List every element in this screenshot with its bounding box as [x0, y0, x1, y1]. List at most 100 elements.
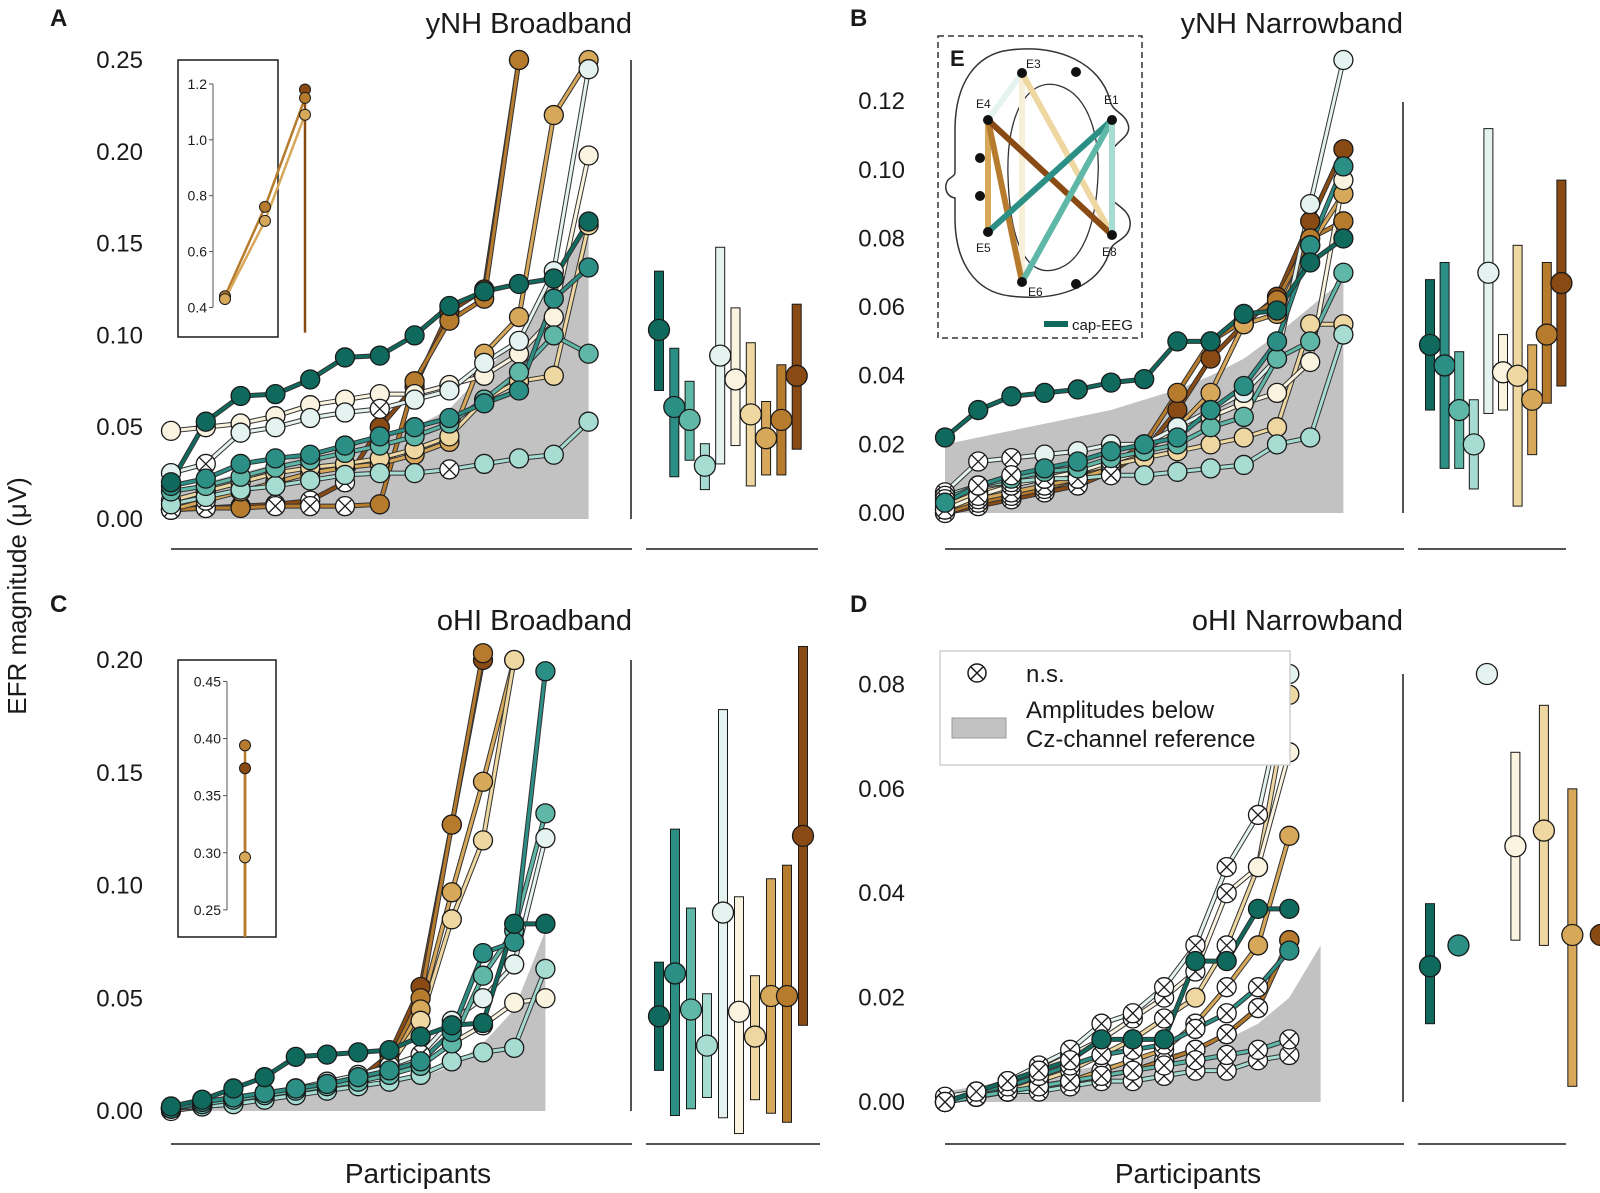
- data-point: [369, 494, 390, 515]
- data-point: [285, 1078, 306, 1099]
- data-point: [1200, 417, 1221, 438]
- ns-cross: [1125, 1006, 1140, 1021]
- chart-panels: 0.00 0.05 0.10 0.15 0.20 0.25 0.4 0.6 0.8 1.0 1.2 0…: [96, 47, 1600, 1145]
- data-point: [1279, 898, 1300, 920]
- summary-mean-point: [754, 427, 778, 450]
- summary-mean-point: [1589, 923, 1600, 947]
- summary-mean-point: [1418, 333, 1442, 356]
- legend-ns-label: n.s.: [1026, 661, 1065, 688]
- data-point: [1333, 139, 1354, 160]
- data-point: [1300, 252, 1321, 273]
- y-tick-label: 0.08: [858, 225, 905, 252]
- data-point: [508, 330, 530, 352]
- data-point: [1333, 49, 1354, 71]
- electrode-label: E8: [1102, 245, 1117, 259]
- montage-line: [985, 71, 1025, 122]
- summary-mean-point: [1504, 835, 1527, 858]
- data-point: [1167, 461, 1188, 482]
- panel-letter: B: [850, 5, 867, 32]
- summary-mean-point: [1433, 354, 1456, 377]
- ns-cross: [1251, 807, 1265, 822]
- data-point: [300, 444, 321, 465]
- data-point: [472, 943, 494, 964]
- data-point: [508, 380, 530, 401]
- panel-title: oHI Broadband: [437, 605, 632, 637]
- data-point: [230, 385, 251, 407]
- summary-mean-point: [678, 408, 701, 432]
- data-point: [369, 462, 390, 484]
- summary-mean-point: [770, 408, 793, 432]
- electrode: [983, 115, 993, 125]
- data-point: [1300, 351, 1321, 373]
- summary-mean-point: [724, 368, 747, 391]
- data-point: [934, 492, 956, 513]
- data-point: [300, 470, 321, 491]
- summary-mean-point: [1418, 955, 1442, 978]
- legend-shade-swatch: [951, 717, 1007, 739]
- ns-cross: [1219, 1048, 1234, 1062]
- data-point: [1167, 427, 1188, 448]
- ns-cross: [1157, 1058, 1172, 1073]
- data-point: [1034, 382, 1055, 404]
- electrode: [1071, 67, 1081, 77]
- data-point: [285, 1046, 306, 1068]
- y-tick-label: 0.02: [858, 431, 905, 458]
- ns-cross: [1094, 1068, 1109, 1083]
- summary-mean-point: [1521, 388, 1544, 411]
- data-point: [472, 771, 494, 792]
- data-point: [1333, 324, 1354, 345]
- data-point: [1153, 1029, 1175, 1050]
- data-point: [439, 407, 460, 429]
- data-point: [1300, 314, 1321, 335]
- data-point: [1247, 935, 1269, 956]
- data-point: [223, 1078, 244, 1099]
- data-point: [334, 347, 356, 368]
- data-point: [474, 453, 495, 475]
- summary-mean-point: [1448, 398, 1471, 422]
- ns-cross: [1125, 1063, 1140, 1078]
- ns-cross: [1251, 1042, 1265, 1057]
- y-tick-label: 0.06: [858, 294, 905, 321]
- inset-label: E: [950, 46, 965, 71]
- data-point: [504, 1037, 525, 1059]
- data-point: [535, 803, 556, 824]
- data-point: [300, 407, 321, 429]
- summary-mean-point: [647, 1005, 671, 1028]
- summary-mean-point: [1447, 934, 1470, 957]
- ns-cross: [1000, 1074, 1015, 1089]
- ns-cross: [1004, 451, 1019, 466]
- data-point: [472, 643, 494, 664]
- data-point: [543, 306, 564, 328]
- data-point: [1266, 331, 1288, 352]
- ns-cross: [338, 499, 352, 514]
- data-point: [578, 145, 599, 166]
- y-tick-label: 0.08: [858, 671, 905, 698]
- data-point: [160, 472, 182, 493]
- y-tick-label: 0.05: [96, 414, 143, 441]
- data-point: [508, 361, 530, 383]
- data-point: [404, 417, 425, 438]
- electrode: [1107, 230, 1117, 240]
- data-point: [1247, 898, 1269, 920]
- data-point: [1333, 228, 1354, 249]
- data-point: [578, 411, 599, 432]
- data-point: [508, 49, 530, 71]
- electrode-label: E1: [1104, 93, 1119, 107]
- zoom-inset-tick-label: 0.30: [194, 845, 221, 861]
- ns-cross: [1094, 1016, 1109, 1031]
- data-point: [160, 1096, 182, 1117]
- data-point: [1034, 458, 1055, 479]
- data-point: [474, 281, 495, 302]
- data-point: [316, 1044, 338, 1065]
- data-point: [1167, 331, 1188, 352]
- ns-cross: [303, 499, 318, 514]
- cap-eeg-legend-label: cap-EEG: [1072, 317, 1133, 334]
- data-point: [1134, 465, 1155, 486]
- data-point: [543, 268, 564, 289]
- data-point: [1333, 211, 1354, 232]
- data-point: [1200, 348, 1221, 369]
- data-point: [578, 257, 599, 278]
- data-point: [348, 1042, 369, 1063]
- data-point: [334, 402, 356, 423]
- ns-cross: [1282, 1048, 1297, 1062]
